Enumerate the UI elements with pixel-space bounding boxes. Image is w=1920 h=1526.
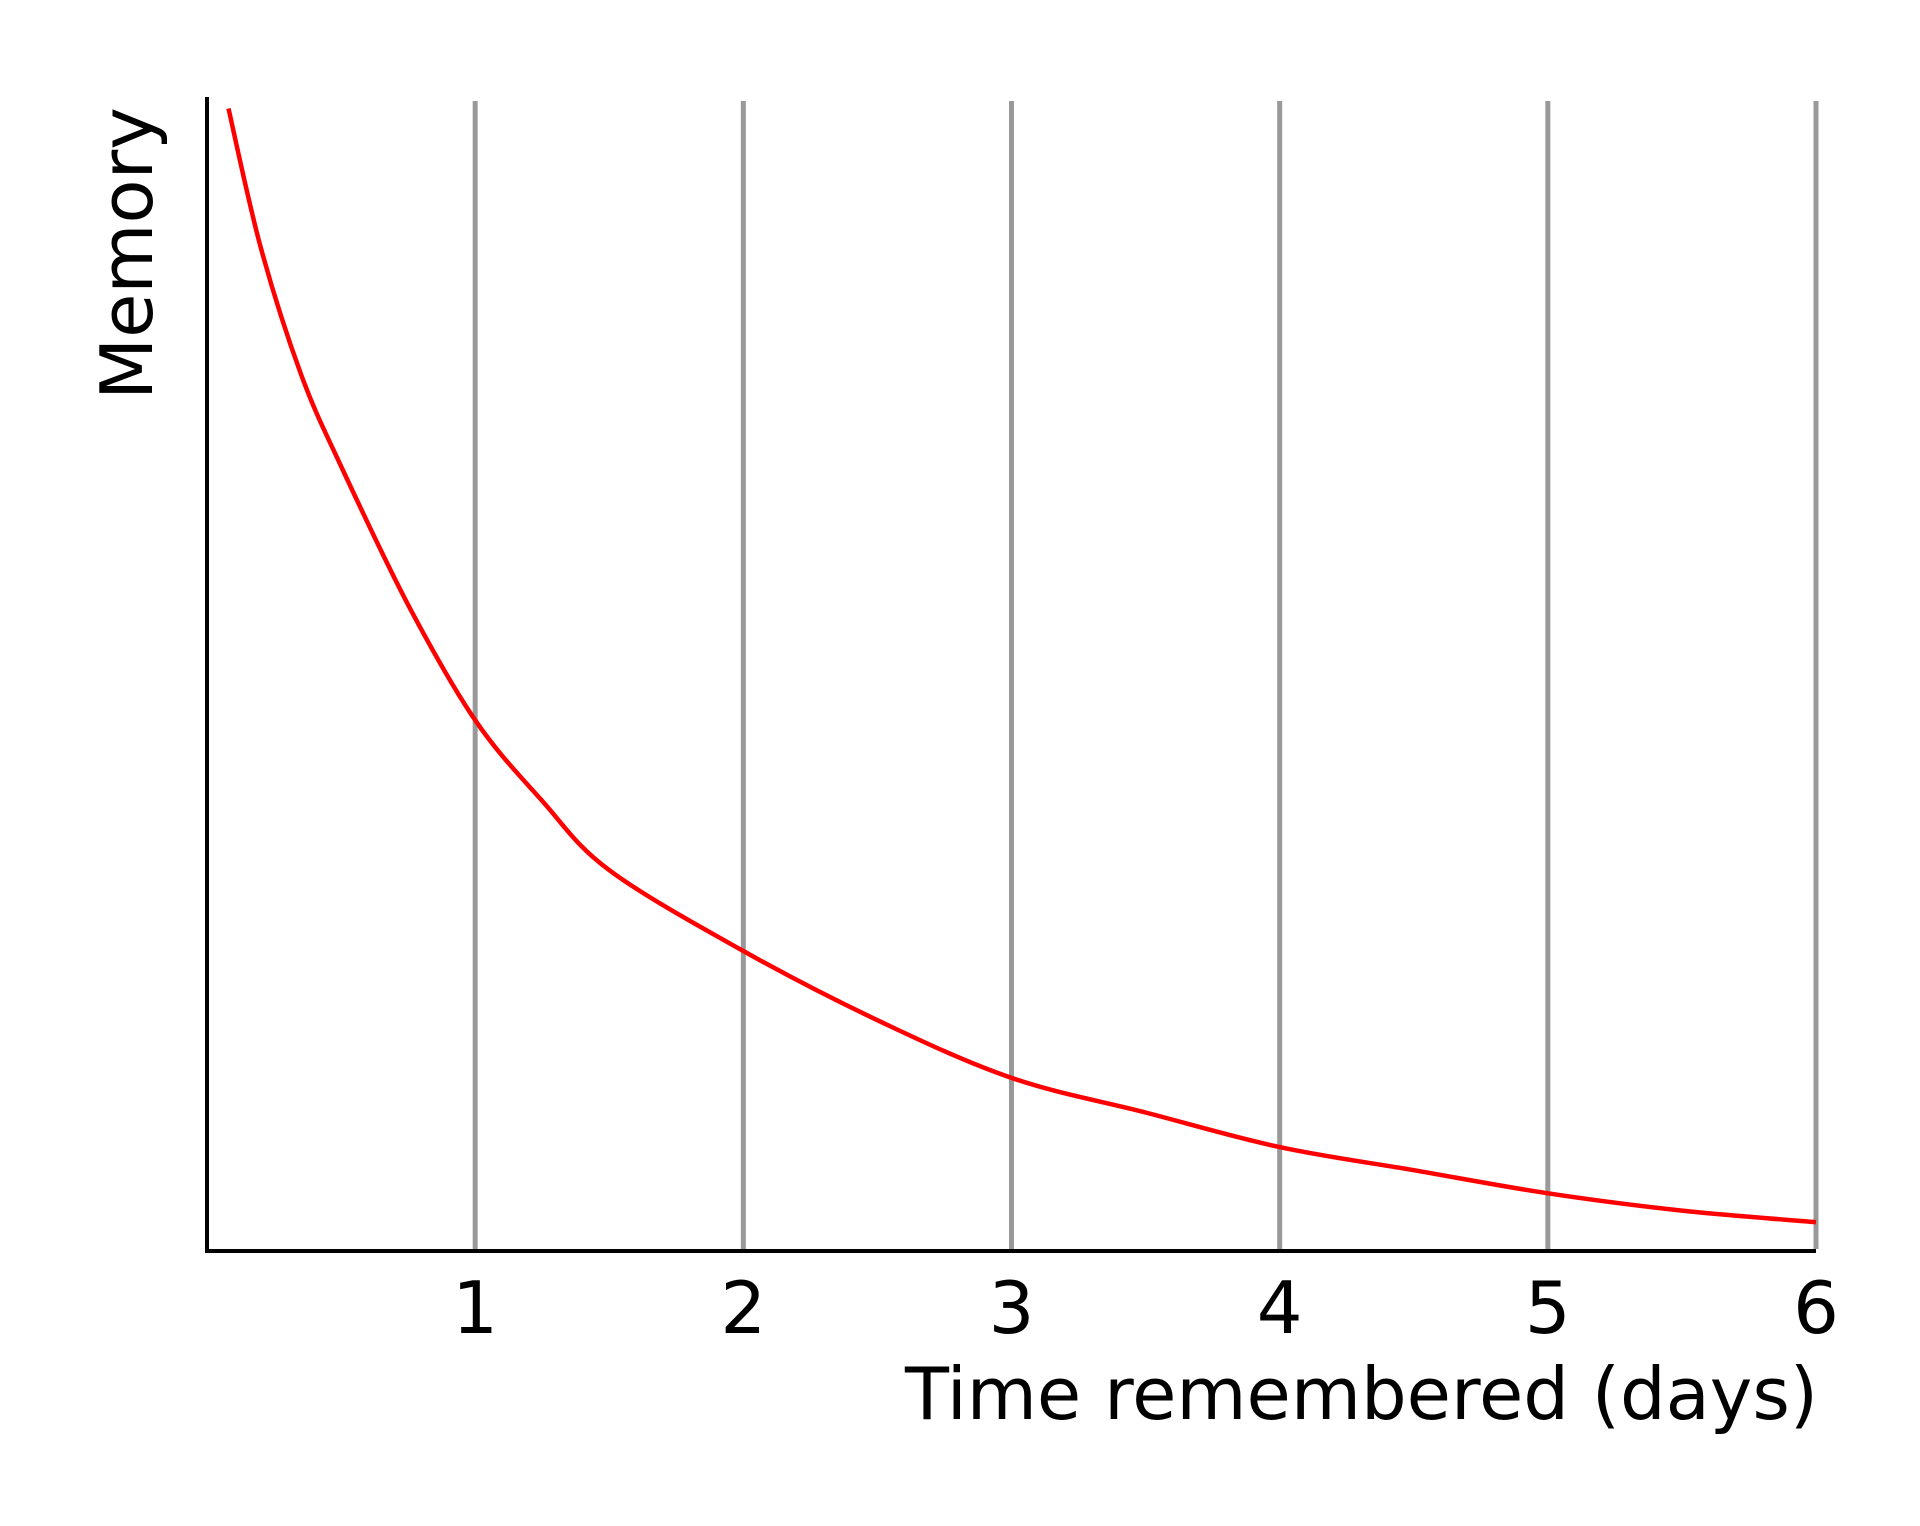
x-tick-label-6: 6	[1793, 1266, 1839, 1350]
x-tick-label-1: 1	[452, 1266, 498, 1350]
x-tick-label-2: 2	[720, 1266, 766, 1350]
x-tick-label-5: 5	[1525, 1266, 1571, 1350]
x-tick-labels: 1 2 3 4 5 6	[452, 1266, 1839, 1350]
y-axis-label: Memory	[85, 107, 169, 400]
axes	[205, 97, 1816, 1253]
series-layer	[226, 107, 1817, 1225]
series-line-0	[226, 107, 1817, 1225]
grid-lines	[472, 101, 1819, 1249]
x-axis-label: Time remembered (days)	[904, 1352, 1818, 1436]
x-tick-label-3: 3	[989, 1266, 1035, 1350]
x-tick-label-4: 4	[1257, 1266, 1303, 1350]
